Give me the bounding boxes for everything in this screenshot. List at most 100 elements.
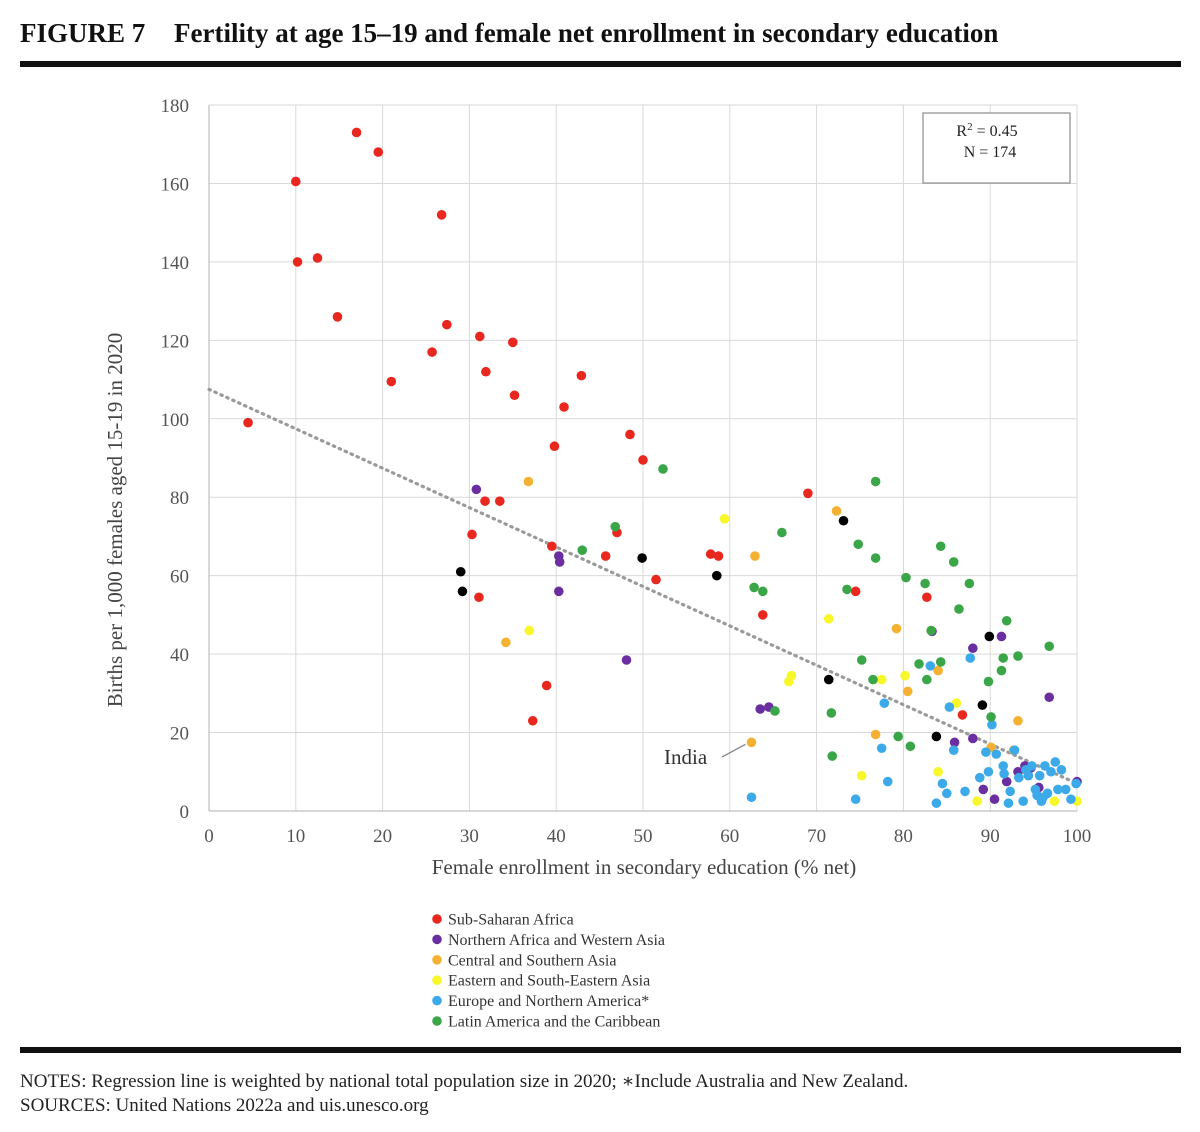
point-sub-saharan-africa [480, 496, 490, 506]
india-label: India [664, 745, 708, 769]
point-latin-america-and-the-caribbean [926, 625, 936, 636]
point-sub-saharan-africa [922, 592, 932, 603]
point-sub-saharan-africa [508, 337, 518, 348]
point-latin-america-and-the-caribbean [658, 464, 668, 474]
point-europe-and-northern-america [876, 743, 887, 754]
point-europe-and-northern-america [931, 798, 942, 808]
point-latin-america-and-the-caribbean [757, 586, 768, 597]
point-europe-and-northern-america [1003, 798, 1014, 808]
svg-text:R2 = 0.45: R2 = 0.45 [956, 121, 1017, 140]
legend-label: Eastern and South-Eastern Asia [448, 973, 650, 990]
point-latin-america-and-the-caribbean [935, 541, 946, 552]
point-central-and-southern-asia [902, 686, 913, 697]
point-sub-saharan-africa [651, 574, 661, 585]
figure-header: FIGURE 7 Fertility at age 15–19 and fema… [20, 14, 1180, 54]
grid-lines [209, 104, 1078, 811]
point-europe-and-northern-america [1066, 794, 1076, 805]
point-europe-and-northern-america [965, 653, 976, 663]
point-sub-saharan-africa [549, 441, 560, 452]
point-eastern-and-south-eastern-asia [786, 670, 797, 681]
x-tick-label: 20 [373, 826, 392, 847]
point-sub-saharan-africa [292, 257, 303, 267]
point-central-and-southern-asia [870, 729, 881, 740]
point-europe-and-northern-america [879, 698, 890, 708]
point-europe-and-northern-america [1014, 772, 1024, 783]
y-tick-label: 140 [161, 253, 190, 274]
point-northern-africa-and-western-asia [1001, 776, 1012, 787]
figure-title: Fertility at age 15–19 and female net en… [174, 18, 999, 48]
legend-label: Sub-Saharan Africa [448, 912, 574, 929]
point-central-and-southern-asia [746, 737, 757, 748]
point-europe-and-northern-america [1040, 761, 1050, 771]
point-highlighted [931, 731, 942, 742]
x-tick-label: 80 [894, 826, 913, 847]
point-latin-america-and-the-caribbean [922, 674, 932, 685]
point-latin-america-and-the-caribbean [983, 676, 994, 687]
point-latin-america-and-the-caribbean [842, 584, 852, 595]
point-latin-america-and-the-caribbean [964, 578, 975, 589]
point-northern-africa-and-western-asia [471, 484, 482, 495]
point-highlighted [984, 631, 995, 642]
legend-label: Latin America and the Caribbean [448, 1014, 660, 1031]
legend-swatch [432, 934, 442, 945]
point-highlighted [455, 566, 466, 577]
point-sub-saharan-africa [332, 312, 343, 322]
point-sub-saharan-africa [638, 455, 648, 465]
sources-text: SOURCES: United Nations 2022a and uis.un… [20, 1095, 429, 1116]
point-latin-america-and-the-caribbean [935, 657, 946, 667]
point-latin-america-and-the-caribbean [914, 659, 924, 669]
r2-label: R [956, 123, 967, 140]
point-europe-and-northern-america [974, 772, 985, 783]
point-northern-africa-and-western-asia [1044, 692, 1055, 703]
legend-swatch [432, 914, 442, 924]
axis-labels: Female enrollment in secondary education… [103, 333, 856, 879]
point-highlighted [637, 553, 647, 563]
point-northern-africa-and-western-asia [755, 704, 765, 714]
point-eastern-and-south-eastern-asia [719, 513, 730, 524]
point-europe-and-northern-america [999, 768, 1009, 779]
point-northern-africa-and-western-asia [968, 643, 978, 654]
point-latin-america-and-the-caribbean [770, 706, 780, 716]
point-central-and-southern-asia [933, 665, 943, 676]
x-tick-label: 60 [720, 826, 739, 847]
point-europe-and-northern-america [1060, 784, 1071, 795]
point-latin-america-and-the-caribbean [954, 604, 964, 614]
point-sub-saharan-africa [427, 347, 437, 357]
top-rule [20, 61, 1181, 67]
point-europe-and-northern-america [925, 661, 936, 671]
point-sub-saharan-africa [713, 551, 724, 561]
point-northern-africa-and-western-asia [996, 631, 1007, 642]
point-northern-africa-and-western-asia [554, 586, 564, 597]
point-northern-africa-and-western-asia [949, 737, 960, 748]
point-latin-america-and-the-caribbean [986, 712, 996, 722]
y-tick-label: 180 [161, 96, 190, 117]
notes-block: NOTES: Regression line is weighted by na… [20, 1070, 1180, 1118]
point-sub-saharan-africa [351, 127, 362, 138]
point-latin-america-and-the-caribbean [1044, 641, 1055, 652]
point-sub-saharan-africa [625, 429, 635, 440]
point-latin-america-and-the-caribbean [893, 731, 903, 742]
point-central-and-southern-asia [891, 623, 902, 634]
y-axis-title: Births per 1,000 females aged 15-19 in 2… [103, 333, 127, 707]
x-tick-label: 70 [807, 826, 826, 847]
point-latin-america-and-the-caribbean [996, 665, 1007, 676]
point-latin-america-and-the-caribbean [853, 539, 864, 550]
point-europe-and-northern-america [987, 719, 997, 730]
point-europe-and-northern-america [1056, 765, 1067, 775]
point-latin-america-and-the-caribbean [1013, 651, 1023, 661]
point-europe-and-northern-america [1042, 788, 1053, 799]
y-tick-label: 0 [180, 802, 190, 823]
point-latin-america-and-the-caribbean [920, 578, 930, 589]
point-sub-saharan-africa [757, 610, 768, 620]
point-sub-saharan-africa [474, 592, 484, 603]
point-europe-and-northern-america [1034, 770, 1045, 781]
point-latin-america-and-the-caribbean [905, 741, 916, 752]
point-eastern-and-south-eastern-asia [1049, 796, 1060, 806]
point-sub-saharan-africa [547, 541, 557, 552]
legend-label: Europe and Northern America* [448, 993, 649, 1010]
point-eastern-and-south-eastern-asia [856, 770, 867, 781]
point-europe-and-northern-america [981, 747, 991, 757]
legend-swatch [432, 975, 442, 985]
point-central-and-southern-asia [831, 506, 842, 516]
point-latin-america-and-the-caribbean [998, 653, 1009, 663]
